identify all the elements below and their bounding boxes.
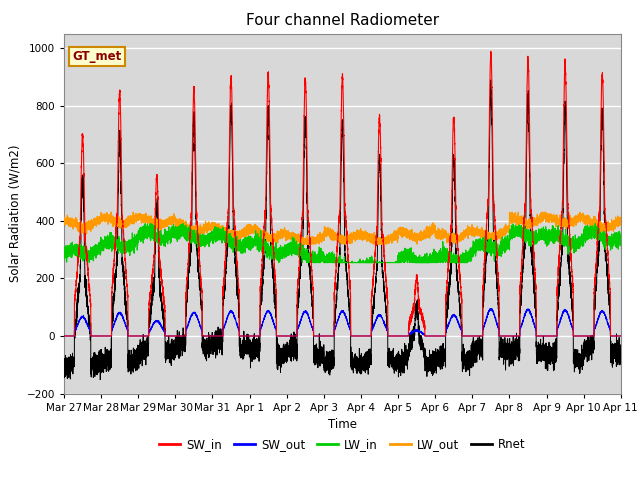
X-axis label: Time: Time (328, 418, 357, 431)
Title: Four channel Radiometer: Four channel Radiometer (246, 13, 439, 28)
Text: GT_met: GT_met (72, 50, 122, 63)
Legend: SW_in, SW_out, LW_in, LW_out, Rnet: SW_in, SW_out, LW_in, LW_out, Rnet (154, 433, 531, 456)
Y-axis label: Solar Radiation (W/m2): Solar Radiation (W/m2) (8, 145, 21, 282)
